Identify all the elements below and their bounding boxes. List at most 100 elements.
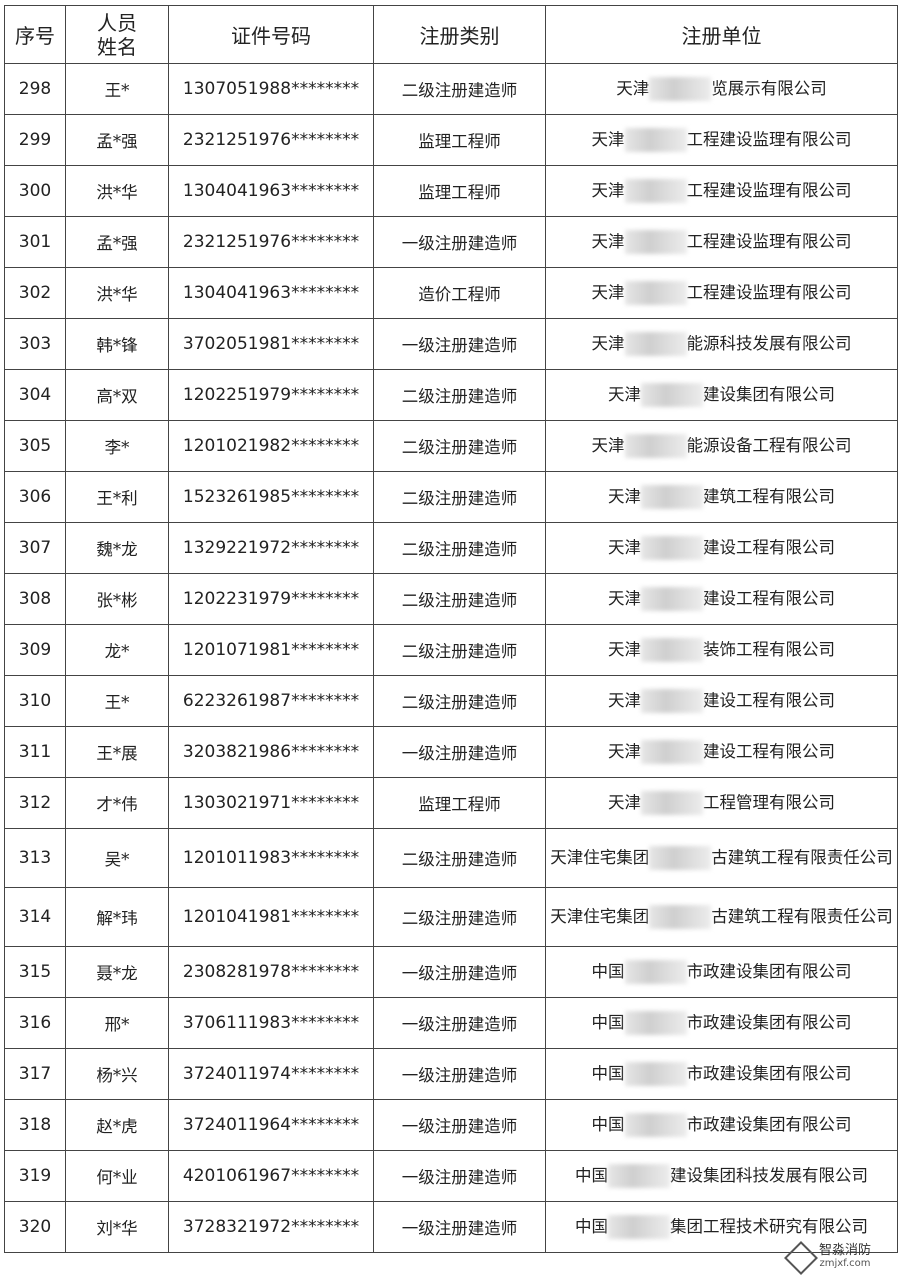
unit-suffix: 建设工程有限公司	[703, 741, 835, 761]
watermark: 智淼消防 zmjxf.com	[784, 1241, 871, 1275]
table-row: 311 王*展 3203821986******** 一级注册建造师 天津 建设工程有限公…	[4, 726, 898, 778]
person-name: 解*玮	[65, 887, 169, 947]
register-unit: 天津 建设工程有限公司	[545, 522, 898, 574]
unit-suffix: 览展示有限公司	[711, 78, 827, 98]
table-row: 306 王*利 1523261985******** 二级注册建造师 天津 建筑工程有限公…	[4, 471, 898, 523]
unit-prefix: 天津	[608, 690, 641, 710]
table-row: 302 洪*华 1304041963******** 造价工程师 天津 工程建设监理有限公…	[4, 267, 898, 319]
blurred-area	[624, 960, 687, 985]
unit-prefix: 中国	[591, 1063, 625, 1083]
header-cell: 人员姓名	[65, 5, 169, 64]
table-row: 303 韩*锋 3702051981******** 一级注册建造师 天津 能源科技发展有…	[4, 318, 898, 370]
person-name: 聂*龙	[65, 946, 169, 998]
unit-prefix: 中国	[591, 1012, 625, 1032]
unit-suffix: 建筑工程有限公司	[703, 486, 835, 506]
id-number: 3706111983********	[168, 997, 374, 1049]
unit-prefix: 天津	[608, 537, 641, 557]
id-number: 1307051988********	[168, 63, 374, 115]
unit-prefix: 天津	[591, 435, 625, 455]
unit-prefix: 天津	[608, 588, 641, 608]
blurred-area	[624, 128, 687, 153]
unit-prefix: 天津	[608, 486, 641, 506]
unit-suffix: 建设集团科技发展有限公司	[670, 1165, 868, 1185]
row-number: 320	[4, 1201, 66, 1253]
id-number: 1201011983********	[168, 828, 374, 888]
register-unit: 中国 市政建设集团有限公司	[545, 946, 898, 998]
table-row: 314 解*玮 1201041981******** 二级注册建造师 天津住宅集团 古建筑…	[4, 887, 898, 947]
row-number: 308	[4, 573, 66, 625]
register-unit: 天津 建设工程有限公司	[545, 675, 898, 727]
unit-prefix: 天津	[608, 792, 641, 812]
person-name: 刘*华	[65, 1201, 169, 1253]
blurred-area	[649, 905, 712, 930]
register-unit: 天津 能源科技发展有限公司	[545, 318, 898, 370]
row-number: 318	[4, 1099, 66, 1151]
id-number: 1304041963********	[168, 267, 374, 319]
id-number: 1201071981********	[168, 624, 374, 676]
row-number: 301	[4, 216, 66, 268]
header-cell: 注册单位	[545, 5, 898, 64]
table-row: 298 王* 1307051988******** 二级注册建造师 天津 览展示有限公司	[4, 63, 898, 115]
table-row: 316 邢* 3706111983******** 一级注册建造师 中国 市政建设集团有限…	[4, 997, 898, 1049]
id-number: 6223261987********	[168, 675, 374, 727]
table-row: 300 洪*华 1304041963******** 监理工程师 天津 工程建设监理有限公…	[4, 165, 898, 217]
blurred-area	[641, 536, 703, 561]
blurred-area	[624, 1062, 687, 1087]
person-name: 邢*	[65, 997, 169, 1049]
row-number: 310	[4, 675, 66, 727]
table-body: 298 王* 1307051988******** 二级注册建造师 天津 览展示有限公司 2…	[4, 63, 898, 1253]
id-number: 3728321972********	[168, 1201, 374, 1253]
person-name: 赵*虎	[65, 1099, 169, 1151]
person-name: 才*伟	[65, 777, 169, 829]
id-number: 2321251976********	[168, 216, 374, 268]
table-row: 313 吴* 1201011983******** 二级注册建造师 天津住宅集团 古建筑工…	[4, 828, 898, 888]
id-number: 1329221972********	[168, 522, 374, 574]
id-number: 1304041963********	[168, 165, 374, 217]
unit-suffix: 建设工程有限公司	[703, 588, 835, 608]
register-type: 二级注册建造师	[373, 828, 546, 888]
blurred-area	[649, 846, 712, 871]
person-name: 王*	[65, 675, 169, 727]
id-number: 3724011974********	[168, 1048, 374, 1100]
id-number: 1202231979********	[168, 573, 374, 625]
row-number: 305	[4, 420, 66, 472]
row-number: 307	[4, 522, 66, 574]
blurred-area	[624, 332, 687, 357]
table-row: 309 龙* 1201071981******** 二级注册建造师 天津 装饰工程有限公司	[4, 624, 898, 676]
unit-suffix: 市政建设集团有限公司	[686, 961, 852, 981]
unit-suffix: 市政建设集团有限公司	[686, 1012, 852, 1032]
unit-prefix: 天津	[616, 78, 650, 98]
table-row: 299 孟*强 2321251976******** 监理工程师 天津 工程建设监理有限公…	[4, 114, 898, 166]
unit-prefix: 中国	[575, 1216, 608, 1236]
person-name: 韩*锋	[65, 318, 169, 370]
register-type: 一级注册建造师	[373, 1048, 546, 1100]
id-number: 3724011964********	[168, 1099, 374, 1151]
register-unit: 中国 市政建设集团有限公司	[545, 997, 898, 1049]
person-name: 魏*龙	[65, 522, 169, 574]
register-unit: 天津 工程建设监理有限公司	[545, 267, 898, 319]
person-name: 王*利	[65, 471, 169, 523]
row-number: 306	[4, 471, 66, 523]
person-name: 吴*	[65, 828, 169, 888]
table-row: 318 赵*虎 3724011964******** 一级注册建造师 中国 市政建设集团有…	[4, 1099, 898, 1151]
table-row: 320 刘*华 3728321972******** 一级注册建造师 中国 集团工程技术研…	[4, 1201, 898, 1253]
register-unit: 天津 工程管理有限公司	[545, 777, 898, 829]
register-unit: 中国 集团工程技术研究有限公司	[545, 1201, 898, 1253]
register-unit: 天津 建筑工程有限公司	[545, 471, 898, 523]
blurred-area	[641, 791, 703, 816]
table-row: 310 王* 6223261987******** 二级注册建造师 天津 建设工程有限公司	[4, 675, 898, 727]
blurred-area	[641, 587, 703, 612]
row-number: 304	[4, 369, 66, 421]
register-type: 二级注册建造师	[373, 63, 546, 115]
unit-suffix: 工程建设监理有限公司	[686, 180, 852, 200]
table-row: 304 高*双 1202251979******** 二级注册建造师 天津 建设集团有限公…	[4, 369, 898, 421]
unit-prefix: 天津	[608, 741, 641, 761]
person-name: 杨*兴	[65, 1048, 169, 1100]
blurred-area	[624, 1011, 687, 1036]
row-number: 303	[4, 318, 66, 370]
header-cell: 序号	[4, 5, 66, 64]
row-number: 311	[4, 726, 66, 778]
person-name: 高*双	[65, 369, 169, 421]
blurred-area	[641, 740, 703, 765]
